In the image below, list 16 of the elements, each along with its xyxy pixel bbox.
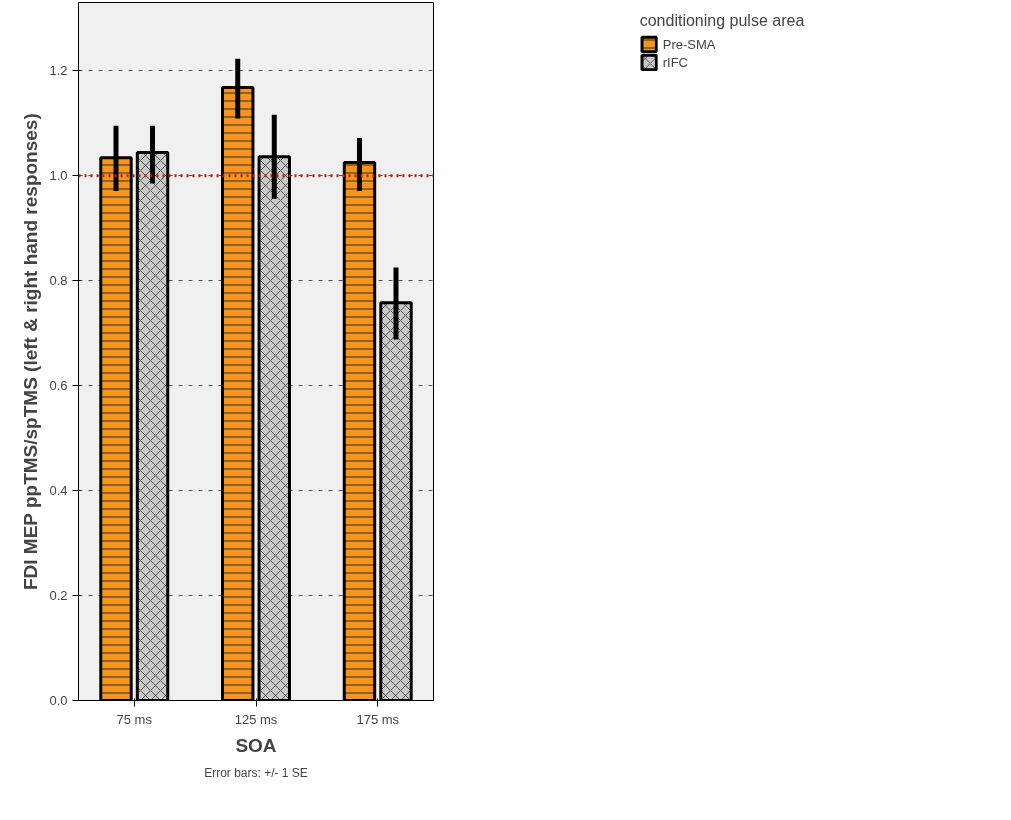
x-axis-title: SOA (235, 734, 277, 756)
x-tick-label: 125 ms (234, 711, 278, 727)
y-tick-label: 1.0 (49, 168, 68, 184)
legend-label: Pre-SMA (662, 36, 716, 52)
y-tick-label: 1.2 (49, 63, 68, 79)
y-axis-title: FDI MEP ppTMS/spTMS (left & right hand responses) (20, 113, 42, 591)
text: Error bars: +/- 1 SE (204, 765, 308, 780)
y-tick-label: 0.4 (49, 483, 68, 499)
legend-label: rIFC (662, 54, 688, 70)
y-tick-label: 0.2 (49, 588, 68, 604)
y-tick-label: 0.0 (49, 693, 68, 708)
y-tick-label: 0.8 (49, 273, 68, 289)
x-tick-label: 75 ms (116, 711, 153, 727)
x-tick-label: 175 ms (356, 711, 400, 727)
y-tick-label: 0.6 (49, 378, 68, 394)
legend-title: conditioning pulse area (639, 12, 805, 30)
